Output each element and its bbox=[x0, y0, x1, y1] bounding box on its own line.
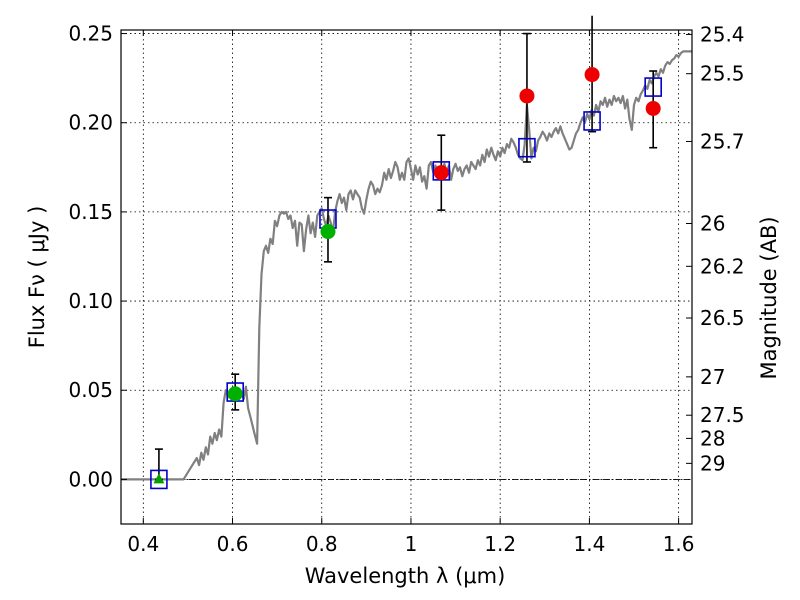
observed-point bbox=[519, 88, 535, 104]
y-tick-label: 0.25 bbox=[68, 22, 113, 46]
y2-axis-label: Magnitude (AB) bbox=[757, 216, 781, 379]
observed-point bbox=[645, 100, 661, 116]
error-bars bbox=[154, 15, 658, 481]
spectrum-line bbox=[121, 50, 692, 481]
observed-point bbox=[433, 165, 449, 181]
x-tick-label: 1.2 bbox=[484, 532, 516, 556]
y2-tick-label: 25.5 bbox=[700, 62, 745, 86]
y2-tick-label: 29 bbox=[700, 451, 725, 475]
y-tick-label: 0.20 bbox=[68, 111, 113, 135]
y-axis-label: Flux Fν ( μJy ) bbox=[25, 206, 49, 349]
x-tick-label: 1.4 bbox=[573, 532, 605, 556]
y2-tick-label: 26 bbox=[700, 211, 725, 235]
y2-tick-label: 27.5 bbox=[700, 403, 745, 427]
x-tick-label: 0.8 bbox=[306, 532, 338, 556]
data-markers bbox=[150, 67, 662, 490]
y2-tick-label: 27 bbox=[700, 365, 725, 389]
y-tick-label: 0.00 bbox=[68, 467, 113, 491]
upper-limit-triangle bbox=[153, 473, 165, 484]
x-tick-label: 0.4 bbox=[127, 532, 159, 556]
y-tick-label: 0.05 bbox=[68, 378, 113, 402]
axis-ticks bbox=[121, 30, 692, 524]
y2-tick-label: 28 bbox=[700, 426, 725, 450]
observed-point bbox=[320, 224, 336, 240]
x-tick-label: 0.6 bbox=[217, 532, 249, 556]
x-tick-label: 1 bbox=[405, 532, 418, 556]
tick-labels: 0.4 0.6 0.8 1 1.2 1.4 1.6 0.00 0.05 0.10 0.15 0.20 0… bbox=[68, 22, 744, 556]
plot-frame bbox=[120, 29, 693, 525]
y-tick-label: 0.10 bbox=[68, 289, 113, 313]
y2-tick-label: 25.7 bbox=[700, 129, 745, 153]
observed-point bbox=[584, 67, 600, 83]
model-square bbox=[644, 77, 662, 97]
model-square bbox=[518, 137, 536, 158]
x-axis-label: Wavelength λ (μm) bbox=[305, 564, 506, 588]
y2-tick-label: 26.5 bbox=[700, 306, 745, 330]
y2-tick-label: 26.2 bbox=[700, 254, 745, 278]
spectrum-series bbox=[121, 50, 692, 481]
y2-tick-label: 25.4 bbox=[700, 22, 745, 46]
observed-point bbox=[227, 386, 243, 402]
model-square bbox=[583, 111, 601, 131]
model-square bbox=[150, 469, 168, 490]
y-tick-label: 0.15 bbox=[68, 200, 113, 224]
x-tick-label: 1.6 bbox=[663, 532, 695, 556]
